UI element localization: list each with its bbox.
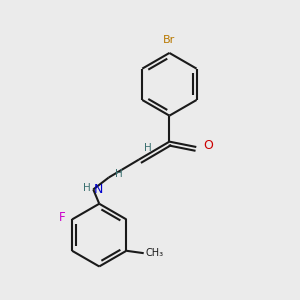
Text: Br: Br <box>163 35 176 46</box>
Text: F: F <box>59 212 65 224</box>
Text: H: H <box>83 183 91 193</box>
Text: H: H <box>116 169 123 179</box>
Text: O: O <box>203 139 213 152</box>
Text: H: H <box>144 143 152 153</box>
Text: N: N <box>94 183 104 196</box>
Text: CH₃: CH₃ <box>145 248 163 258</box>
